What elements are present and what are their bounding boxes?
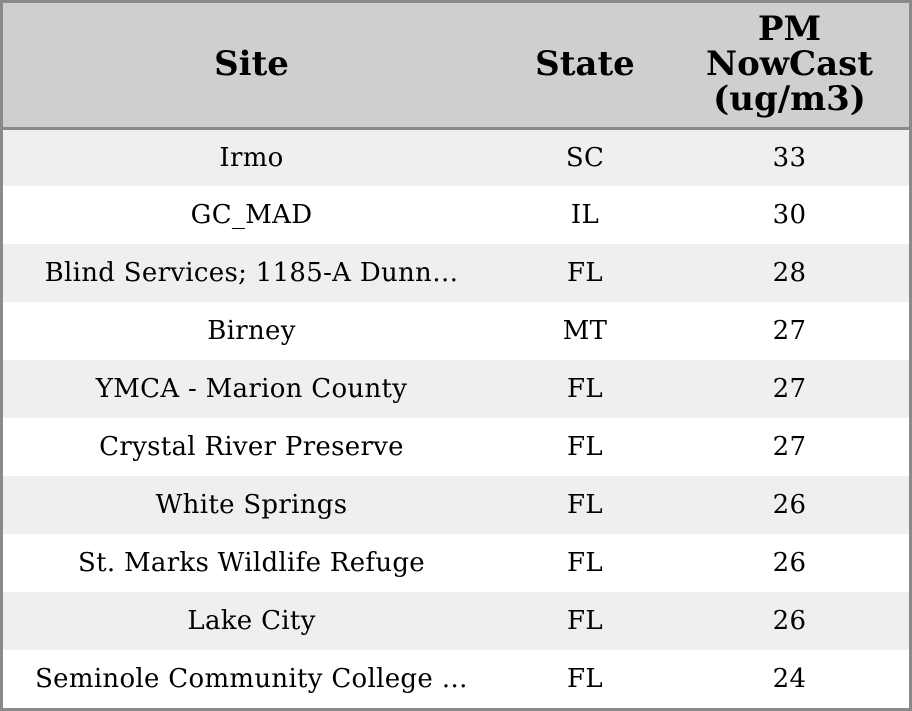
pm-header-line-3: (ug/m3) [713, 79, 866, 120]
table-row[interactable]: Blind Services; 1185-A Dunn… FL 28 [3, 244, 909, 302]
cell-site: GC_MAD [190, 200, 313, 230]
cell-site: Blind Services; 1185-A Dunn… [44, 258, 459, 288]
cell-pm-value: 27 [772, 374, 807, 404]
cell-site: Seminole Community College … [35, 664, 468, 694]
column-header-state[interactable]: State [500, 3, 670, 130]
table-row[interactable]: YMCA - Marion County FL 27 [3, 360, 909, 418]
cell-site: Crystal River Preserve [99, 432, 404, 462]
table-body: Irmo SC 33 GC_MAD IL 30 Blind Services; … [3, 128, 909, 708]
cell-site: White Springs [155, 490, 348, 520]
cell-site: Birney [207, 316, 296, 346]
pm-header-line-2: NowCast [706, 44, 873, 85]
header-row: Site State PM NowCast (ug/m3) [3, 3, 909, 130]
table-row[interactable]: Lake City FL 26 [3, 592, 909, 650]
cell-state: IL [570, 200, 600, 230]
cell-pm-value: 27 [772, 432, 807, 462]
table-row[interactable]: St. Marks Wildlife Refuge FL 26 [3, 534, 909, 592]
table-row[interactable]: Crystal River Preserve FL 27 [3, 418, 909, 476]
table-row[interactable]: Seminole Community College … FL 24 [3, 650, 909, 708]
pm-nowcast-table: Site State PM NowCast (ug/m3) Irmo SC 33… [3, 3, 909, 708]
cell-site: Irmo [219, 142, 284, 173]
table-header: Site State PM NowCast (ug/m3) [3, 3, 909, 130]
cell-pm-value: 24 [772, 664, 807, 694]
table-row[interactable]: GC_MAD IL 30 [3, 186, 909, 244]
cell-pm-value: 30 [772, 200, 807, 230]
cell-state: FL [567, 664, 603, 694]
table-row[interactable]: Birney MT 27 [3, 302, 909, 360]
cell-pm-value: 26 [772, 548, 807, 578]
pm-header-line-1: PM [757, 9, 822, 50]
cell-state: FL [567, 374, 603, 404]
table-row[interactable]: Irmo SC 33 [3, 128, 909, 186]
column-header-pm-nowcast[interactable]: PM NowCast (ug/m3) [670, 3, 909, 130]
cell-state: FL [567, 548, 603, 578]
table-row[interactable]: White Springs FL 26 [3, 476, 909, 534]
cell-pm-value: 26 [772, 606, 807, 636]
cell-site: YMCA - Marion County [95, 374, 408, 404]
column-header-site[interactable]: Site [3, 3, 500, 130]
cell-state: SC [565, 142, 605, 173]
cell-pm-value: 28 [772, 258, 807, 288]
cell-state: MT [562, 316, 608, 346]
cell-pm-value: 27 [772, 316, 807, 346]
cell-state: FL [567, 258, 603, 288]
cell-pm-value: 26 [772, 490, 807, 520]
cell-state: FL [567, 490, 603, 520]
cell-state: FL [567, 432, 603, 462]
cell-site: Lake City [187, 606, 316, 636]
cell-site: St. Marks Wildlife Refuge [77, 548, 425, 578]
cell-pm-value: 33 [772, 142, 807, 173]
cell-state: FL [567, 606, 603, 636]
